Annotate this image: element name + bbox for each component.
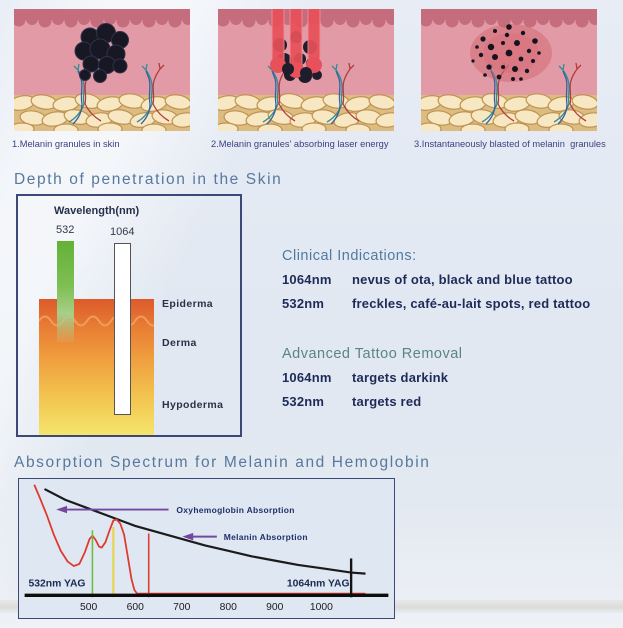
oxyhemoglobin-arrow xyxy=(56,505,169,514)
tattoo-title: Advanced Tattoo Removal xyxy=(282,346,463,362)
x-tick-600: 600 xyxy=(127,602,145,613)
indication-text: nevus of ota, black and blue tattoo xyxy=(352,272,573,287)
indication-text: targets darkink xyxy=(352,370,449,385)
x-axis-ticks: 500 600 700 800 900 1000 xyxy=(80,602,333,613)
panel-caption-2: 2.Melanin granules' absorbing laser ener… xyxy=(211,139,389,149)
bar-1064-white xyxy=(114,243,131,415)
wavelength-label: Wavelength(nm) xyxy=(54,205,140,217)
bar-label-532: 532 xyxy=(56,224,75,236)
wavelength-value: 532nm xyxy=(282,394,325,409)
melanin-cluster-front xyxy=(282,63,312,79)
layer-label-hypoderma: Hypoderma xyxy=(162,399,224,411)
spectrum-section-title: Absorption Spectrum for Melanin and Hemo… xyxy=(14,454,431,471)
curve-oxyhemoglobin-absorption xyxy=(33,484,366,595)
wavelength-value: 532nm xyxy=(282,296,325,311)
depth-diagram: Wavelength(nm) 532 1064 Epiderma Derma H… xyxy=(16,194,242,437)
melanin-arrow-label: Melanin Absorption xyxy=(224,532,308,542)
wavelength-value: 1064nm xyxy=(282,272,332,287)
indication-text: freckles, café-au-lait spots, red tattoo xyxy=(352,296,591,311)
bar-532-green xyxy=(57,241,74,342)
wavelength-value: 1064nm xyxy=(282,370,332,385)
layer-label-derma: Derma xyxy=(162,337,197,349)
advanced-tattoo-block: Advanced Tattoo Removal 1064nm targets d… xyxy=(282,346,463,418)
x-tick-800: 800 xyxy=(220,602,238,613)
clinical-indications-block: Clinical Indications: 1064nm nevus of ot… xyxy=(282,248,590,320)
depth-section-title: Depth of penetration in the Skin xyxy=(14,171,283,188)
skin-illustration-laser-absorption xyxy=(218,9,394,131)
tattoo-row-1064: 1064nm targets darkink xyxy=(282,370,463,385)
tattoo-row-532: 532nm targets red xyxy=(282,394,463,409)
oxyhemoglobin-arrow-label: Oxyhemoglobin Absorption xyxy=(176,505,294,515)
absorption-spectrum-chart: 500 600 700 800 900 1000 Oxyhemoglobin Absorp… xyxy=(18,478,395,619)
clinical-row-532: 532nm freckles, café-au-lait spots, red … xyxy=(282,296,590,311)
blasted-dots xyxy=(471,24,541,81)
clinical-title: Clinical Indications: xyxy=(282,248,417,264)
panel-caption-3: 3.Instantaneously blasted of melanin gra… xyxy=(414,139,606,149)
x-tick-1000: 1000 xyxy=(310,602,333,613)
x-tick-500: 500 xyxy=(80,602,98,613)
melanin-cluster xyxy=(74,23,129,83)
wavelength-markers xyxy=(91,527,353,598)
indication-text: targets red xyxy=(352,394,422,409)
layer-label-epiderma: Epiderma xyxy=(162,298,214,310)
skin-illustration-melanin-granules xyxy=(14,9,190,131)
panel-caption-1: 1.Melanin granules in skin xyxy=(12,139,120,149)
melanin-arrow xyxy=(182,532,217,541)
clinical-row-1064: 1064nm nevus of ota, black and blue tatt… xyxy=(282,272,590,287)
curve-melanin-absorption xyxy=(44,488,366,575)
532nm-yag-label: 532nm YAG xyxy=(29,578,86,589)
spectrum-curves xyxy=(33,484,366,595)
1064nm-yag-label: 1064nm YAG xyxy=(287,578,350,589)
x-tick-900: 900 xyxy=(266,602,284,613)
skin-illustration-blasted-granules xyxy=(421,9,597,131)
x-tick-700: 700 xyxy=(173,602,191,613)
bar-label-1064: 1064 xyxy=(110,226,135,238)
laser-beams xyxy=(270,9,322,78)
